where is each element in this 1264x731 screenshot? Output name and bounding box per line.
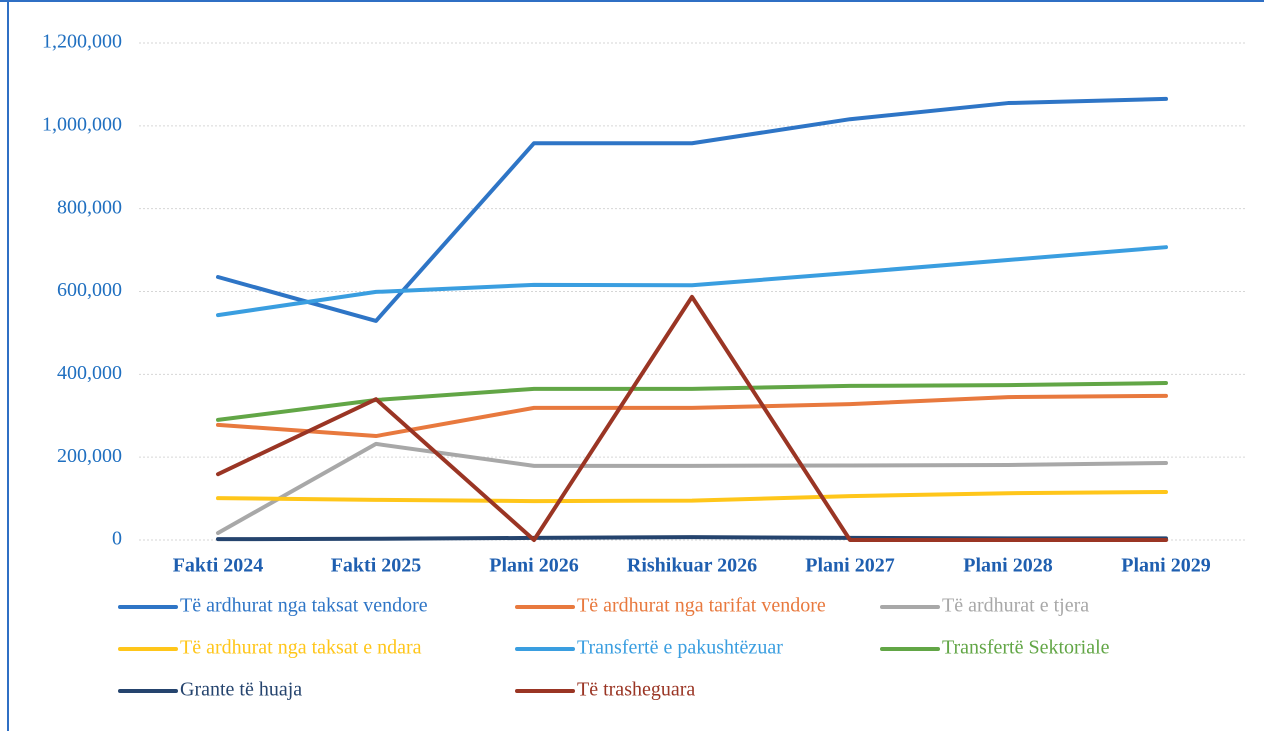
series-line (216, 441, 1168, 535)
x-tick-label: Plani 2028 (963, 555, 1052, 577)
y-tick-label: 400,000 (57, 362, 122, 384)
x-tick-label: Rishikuar 2026 (627, 555, 757, 577)
legend-label: Transfertë Sektoriale (942, 637, 1110, 659)
y-tick-label: 1,000,000 (42, 113, 122, 135)
y-tick-label: 200,000 (57, 445, 122, 467)
legend-label: Të ardhurat nga taksat e ndara (180, 637, 422, 659)
series-line (216, 489, 1168, 504)
legend-label: Të ardhurat nga tarifat vendore (577, 595, 826, 617)
series-line (216, 96, 1168, 323)
x-tick-label: Plani 2029 (1121, 555, 1210, 577)
series-line (216, 245, 1168, 318)
y-tick-label: 800,000 (57, 196, 122, 218)
legend-label: Transfertë e pakushtëzuar (577, 637, 783, 659)
x-tick-label: Fakti 2025 (331, 555, 422, 577)
y-tick-label: 1,200,000 (42, 31, 122, 53)
y-tick-label: 0 (112, 528, 122, 550)
legend-label: Të trasheguara (577, 679, 695, 701)
legend-label: Grante të huaja (180, 679, 302, 701)
legend-label: Të ardhurat e tjera (942, 595, 1089, 617)
legend-label: Të ardhurat nga taksat vendore (180, 595, 428, 617)
series-line (216, 393, 1168, 439)
series-line (216, 381, 1168, 422)
y-tick-label: 600,000 (57, 279, 122, 301)
x-tick-label: Plani 2027 (805, 555, 894, 577)
x-tick-label: Fakti 2024 (173, 555, 264, 577)
x-tick-label: Plani 2026 (489, 555, 578, 577)
series-line (216, 294, 1168, 542)
